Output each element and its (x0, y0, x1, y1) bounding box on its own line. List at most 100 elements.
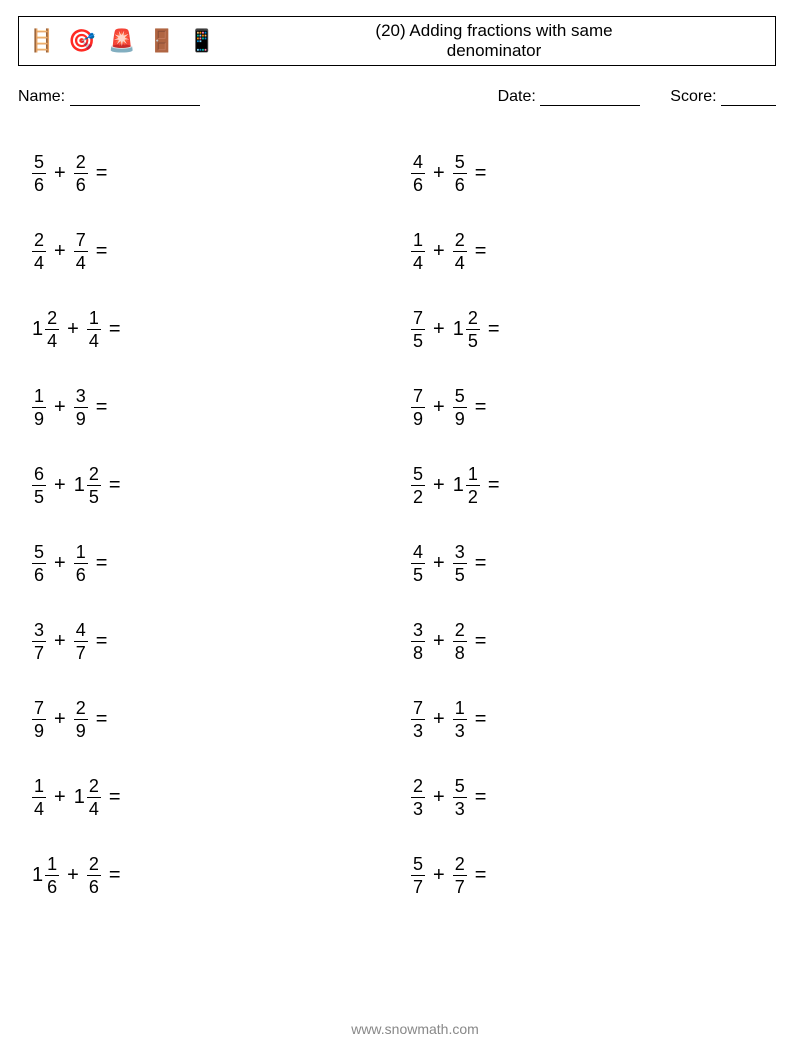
equals-sign: = (109, 864, 121, 887)
denominator: 6 (74, 173, 88, 194)
name-field: Name: (18, 88, 498, 106)
whole-number: 1 (453, 318, 464, 341)
denominator: 5 (411, 563, 425, 584)
fraction: 46 (411, 153, 425, 194)
fraction: 14 (32, 777, 46, 818)
denominator: 7 (411, 875, 425, 896)
plus-sign: + (54, 708, 66, 731)
plus-sign: + (67, 318, 79, 341)
problems-column-right: 46+56=14+24=75+125=79+59=52+112=45+35=38… (397, 134, 776, 914)
denominator: 5 (32, 485, 46, 506)
equals-sign: = (475, 630, 487, 653)
denominator: 9 (32, 407, 46, 428)
equals-sign: = (475, 552, 487, 575)
problem: 24+74= (18, 212, 397, 290)
fraction: 56 (32, 543, 46, 584)
plus-sign: + (54, 162, 66, 185)
problem: 46+56= (397, 134, 776, 212)
fraction: 24 (87, 777, 101, 818)
score-blank[interactable] (721, 92, 776, 106)
numerator: 2 (87, 777, 101, 797)
equals-sign: = (96, 162, 108, 185)
problem: 75+125= (397, 290, 776, 368)
fraction: 79 (32, 699, 46, 740)
plus-sign: + (54, 396, 66, 419)
denominator: 4 (87, 329, 101, 350)
date-field: Date: (498, 88, 641, 106)
title-line-2: denominator (229, 41, 759, 61)
denominator: 2 (466, 485, 480, 506)
date-blank[interactable] (540, 92, 640, 106)
denominator: 2 (411, 485, 425, 506)
fraction: 27 (453, 855, 467, 896)
equals-sign: = (475, 396, 487, 419)
numerator: 2 (453, 855, 467, 875)
meta-row: Name: Date: Score: (18, 88, 776, 106)
fraction: 59 (453, 387, 467, 428)
numerator: 2 (87, 855, 101, 875)
plus-sign: + (433, 552, 445, 575)
fraction: 39 (74, 387, 88, 428)
title-line-1: (20) Adding fractions with same (229, 21, 759, 41)
denominator: 9 (32, 719, 46, 740)
plus-sign: + (433, 474, 445, 497)
fraction: 65 (32, 465, 46, 506)
denominator: 6 (45, 875, 59, 896)
numerator: 6 (32, 465, 46, 485)
numerator: 2 (466, 309, 480, 329)
name-blank[interactable] (70, 92, 200, 106)
plus-sign: + (433, 162, 445, 185)
denominator: 5 (466, 329, 480, 350)
denominator: 9 (411, 407, 425, 428)
fraction: 57 (411, 855, 425, 896)
plus-sign: + (54, 552, 66, 575)
denominator: 9 (74, 719, 88, 740)
fraction: 14 (87, 309, 101, 350)
numerator: 5 (411, 855, 425, 875)
denominator: 5 (411, 329, 425, 350)
fraction: 25 (466, 309, 480, 350)
fraction: 24 (45, 309, 59, 350)
problem: 57+27= (397, 836, 776, 914)
equals-sign: = (475, 708, 487, 731)
numerator: 2 (453, 231, 467, 251)
fraction: 24 (453, 231, 467, 272)
plus-sign: + (433, 786, 445, 809)
problem: 19+39= (18, 368, 397, 446)
equals-sign: = (96, 630, 108, 653)
equals-sign: = (96, 240, 108, 263)
numerator: 3 (453, 543, 467, 563)
fraction: 26 (74, 153, 88, 194)
equals-sign: = (96, 552, 108, 575)
numerator: 3 (32, 621, 46, 641)
numerator: 1 (45, 855, 59, 875)
numerator: 4 (411, 543, 425, 563)
problem: 52+112= (397, 446, 776, 524)
denominator: 6 (411, 173, 425, 194)
whole-number: 1 (74, 786, 85, 809)
numerator: 1 (453, 699, 467, 719)
numerator: 3 (74, 387, 88, 407)
numerator: 7 (411, 309, 425, 329)
fraction: 37 (32, 621, 46, 662)
numerator: 5 (453, 777, 467, 797)
numerator: 5 (32, 153, 46, 173)
problem: 56+16= (18, 524, 397, 602)
denominator: 3 (453, 719, 467, 740)
worksheet-page: 🪜 🎯 🚨 🚪 📱 (20) Adding fractions with sam… (0, 0, 794, 1053)
numerator: 5 (453, 387, 467, 407)
denominator: 4 (32, 797, 46, 818)
denominator: 6 (32, 173, 46, 194)
numerator: 3 (411, 621, 425, 641)
numerator: 1 (87, 309, 101, 329)
equals-sign: = (475, 864, 487, 887)
equals-sign: = (488, 318, 500, 341)
denominator: 4 (453, 251, 467, 272)
denominator: 3 (453, 797, 467, 818)
denominator: 7 (453, 875, 467, 896)
denominator: 8 (453, 641, 467, 662)
plus-sign: + (54, 630, 66, 653)
denominator: 4 (45, 329, 59, 350)
fraction: 14 (411, 231, 425, 272)
plus-sign: + (433, 864, 445, 887)
